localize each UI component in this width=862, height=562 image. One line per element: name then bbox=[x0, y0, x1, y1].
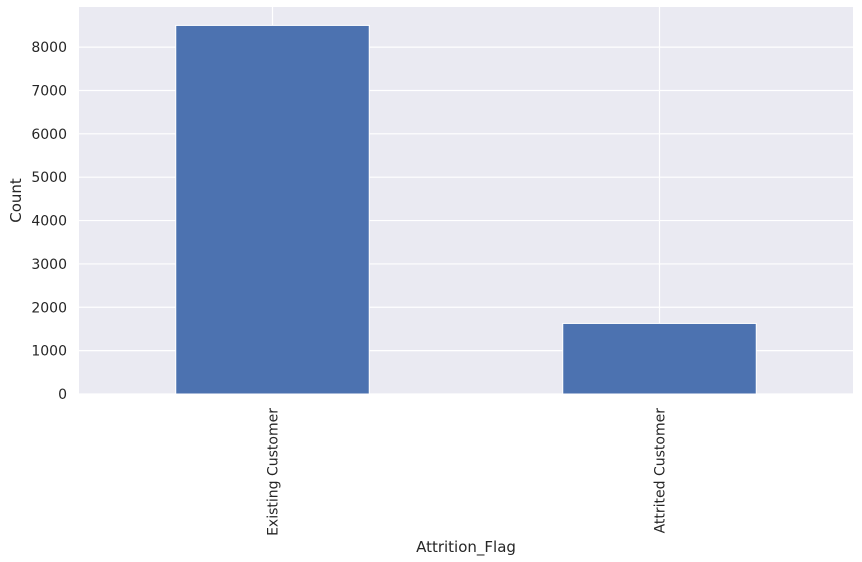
y-axis-label: Count bbox=[7, 178, 25, 223]
y-axis-ticks: 0 1000 2000 3000 4000 5000 6000 7000 8000 bbox=[31, 40, 67, 403]
y-tick-label: 5000 bbox=[31, 170, 67, 186]
y-tick-label: 2000 bbox=[31, 300, 67, 316]
y-tick-label: 4000 bbox=[31, 214, 67, 230]
bar bbox=[562, 322, 757, 395]
x-tick-label: Attrited Customer bbox=[653, 408, 669, 534]
y-tick-label: 7000 bbox=[31, 83, 67, 99]
y-tick-label: 8000 bbox=[31, 40, 67, 56]
y-tick-label: 6000 bbox=[31, 127, 67, 143]
x-axis-label: Attrition_Flag bbox=[416, 538, 516, 557]
y-tick-label: 3000 bbox=[31, 257, 67, 273]
x-tick-label: Existing Customer bbox=[266, 408, 282, 536]
x-axis-ticks: Existing Customer Attrited Customer bbox=[266, 408, 669, 536]
y-tick-label: 0 bbox=[58, 387, 67, 403]
bars bbox=[175, 24, 757, 395]
y-tick-label: 1000 bbox=[31, 344, 67, 360]
bar bbox=[175, 24, 370, 395]
